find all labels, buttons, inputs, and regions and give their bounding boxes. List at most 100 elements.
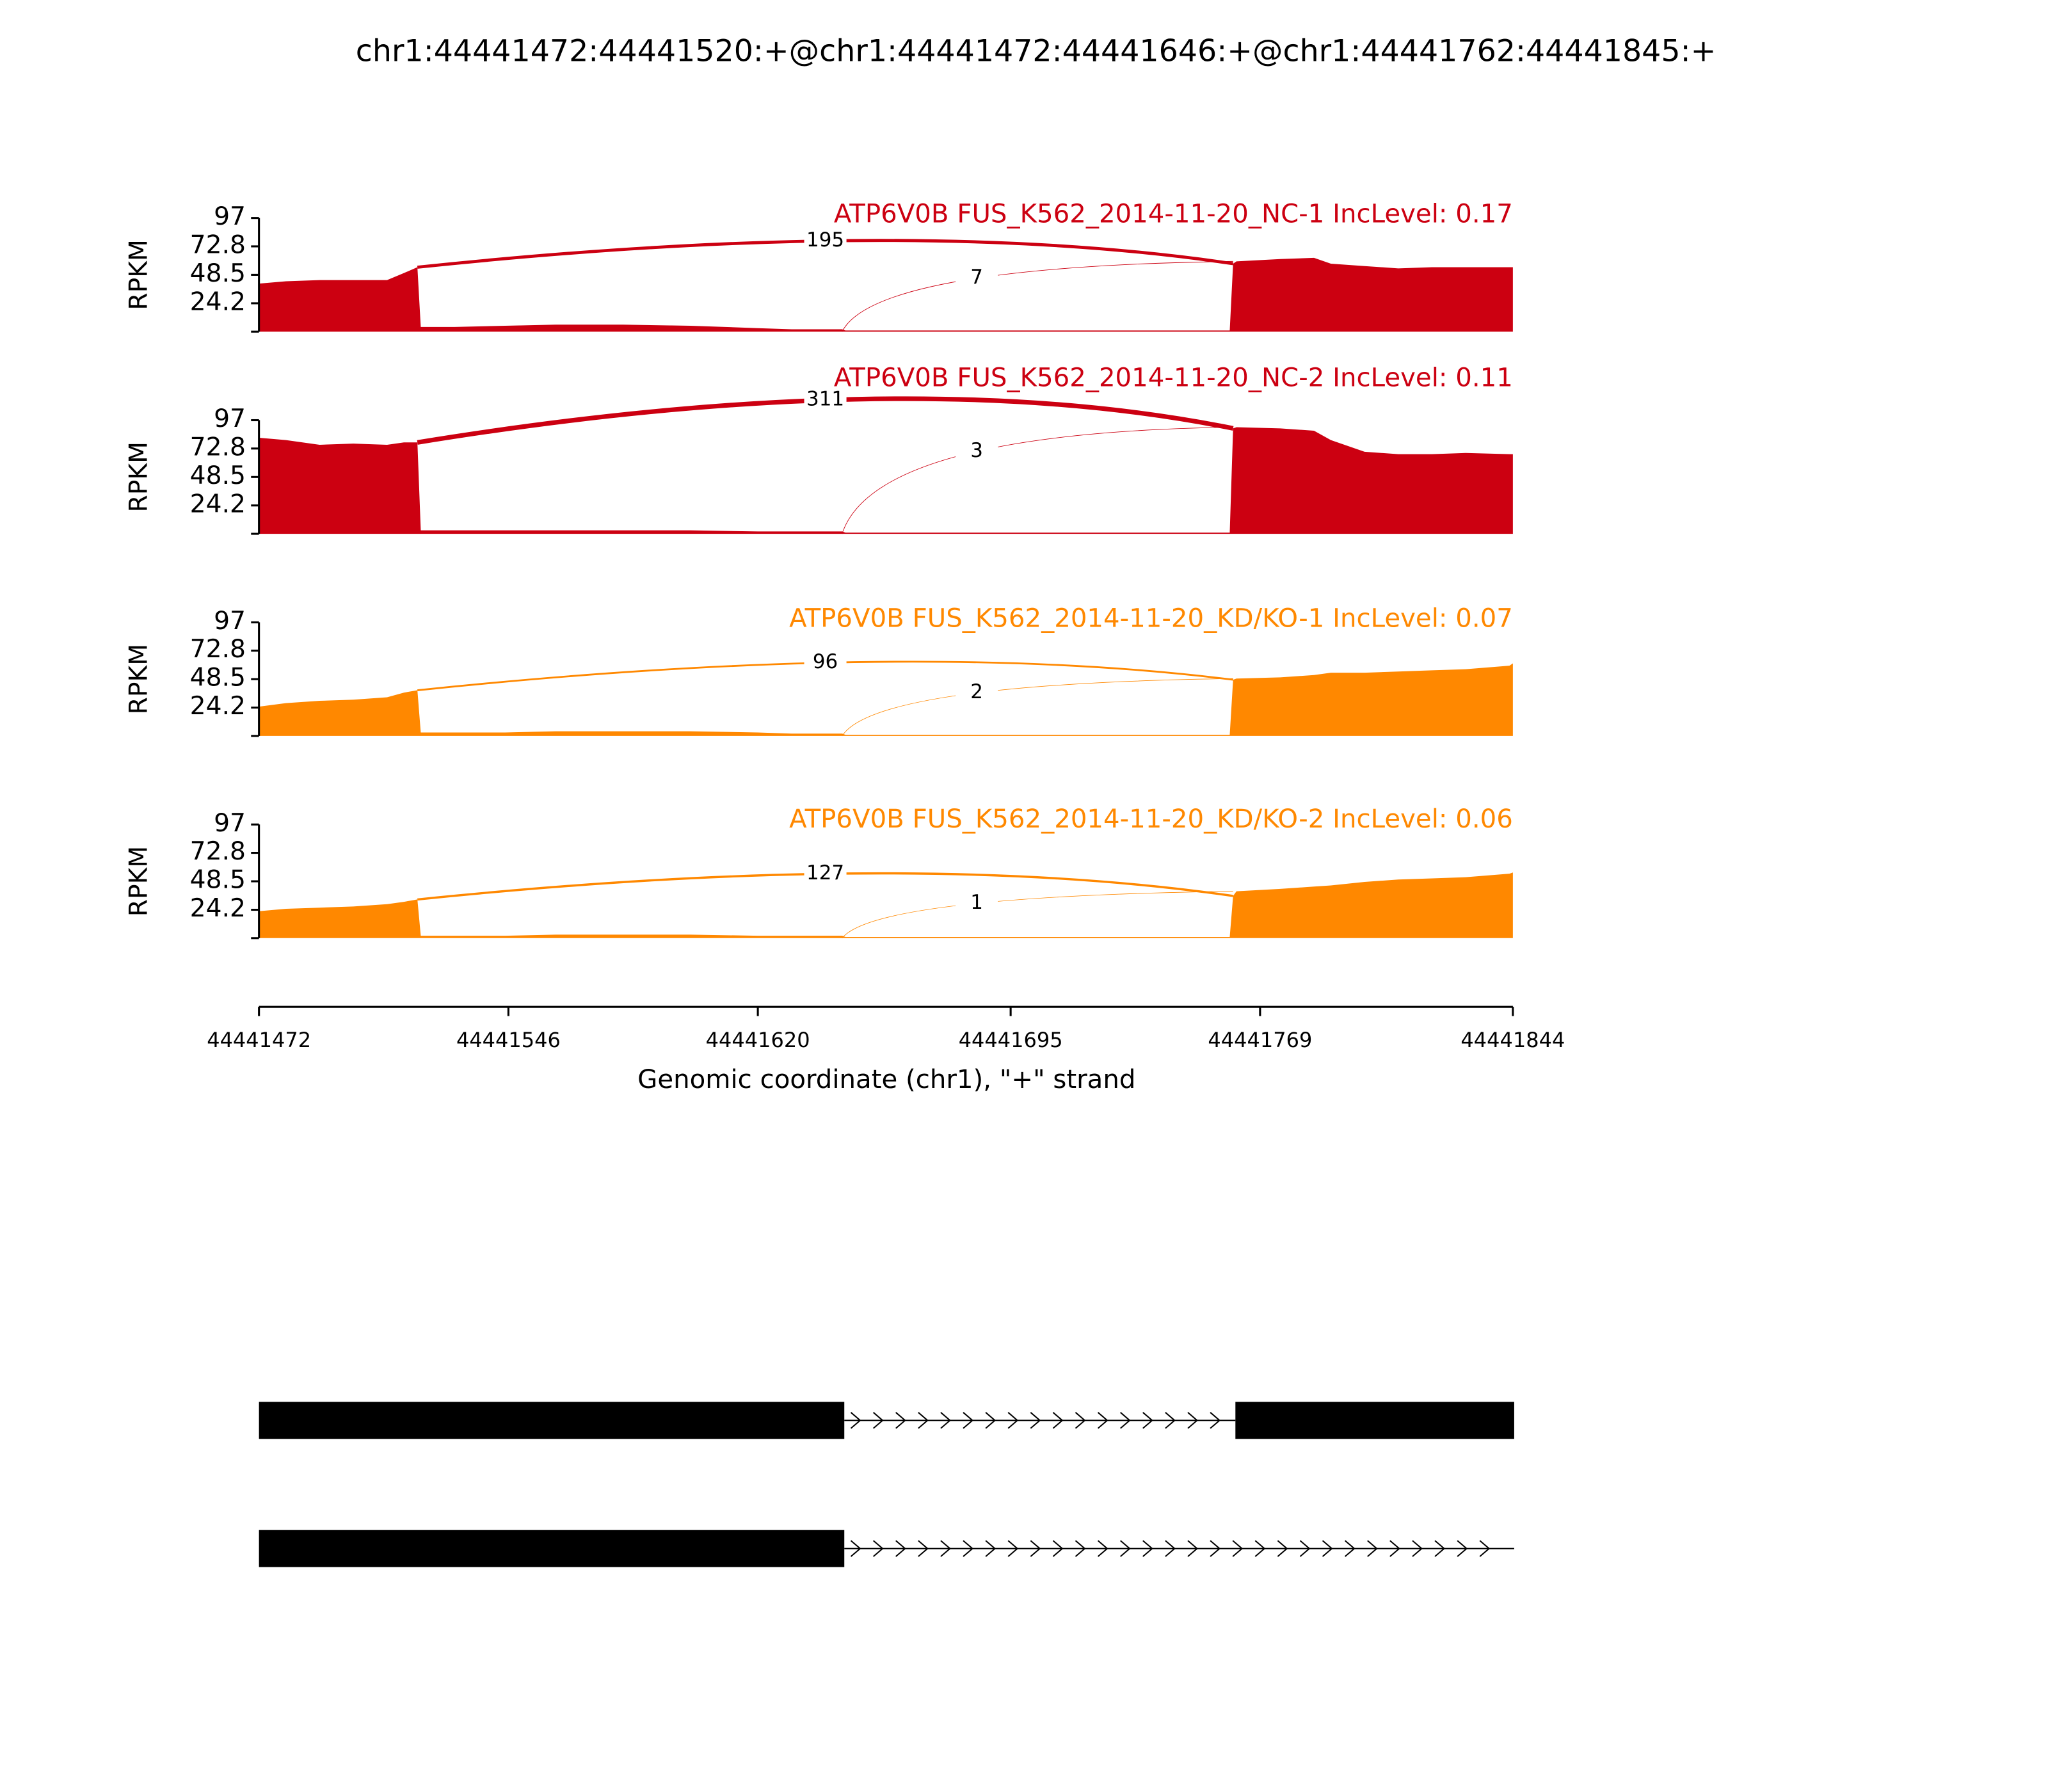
- junction-arc: [417, 872, 1233, 901]
- y-tick-label: 48.5: [190, 259, 246, 288]
- intron-arrow: [1007, 1412, 1019, 1429]
- intron-arrow: [918, 1540, 929, 1557]
- x-tick-label: 44441620: [706, 1028, 810, 1052]
- y-tick-label: 72.8: [190, 230, 246, 259]
- panel-title: ATP6V0B FUS_K562_2014-11-20_KD/KO-1 IncL…: [789, 604, 1513, 633]
- intron-arrow: [850, 1412, 861, 1429]
- y-tick-label: 72.8: [190, 837, 246, 866]
- y-tick-label: 24.2: [190, 490, 246, 518]
- intron-arrow: [1434, 1540, 1446, 1557]
- y-tick-label: 24.2: [190, 287, 246, 316]
- y-tick-label: 72.8: [190, 433, 246, 461]
- coverage-area: [259, 257, 1513, 332]
- y-tick-label: 97: [214, 607, 246, 636]
- intron-arrow: [872, 1540, 884, 1557]
- x-tick-label: 44441695: [959, 1028, 1063, 1052]
- y-tick-label: 48.5: [190, 461, 246, 490]
- intron-arrow: [1345, 1540, 1356, 1557]
- intron-arrow: [1232, 1540, 1244, 1557]
- y-tick-label: 48.5: [190, 664, 246, 692]
- intron-arrow: [1030, 1540, 1041, 1557]
- intron-arrow: [1187, 1540, 1199, 1557]
- intron-arrow: [1052, 1412, 1064, 1429]
- intron-arrow: [1120, 1412, 1131, 1429]
- y-tick-label: 72.8: [190, 635, 246, 664]
- intron-arrow: [850, 1540, 861, 1557]
- junction-count: 96: [813, 650, 838, 673]
- intron-arrow: [1165, 1412, 1176, 1429]
- junction-arc: [417, 239, 1234, 269]
- coverage-area: [259, 663, 1513, 736]
- intron-arrow: [895, 1412, 906, 1429]
- junction-count: 2: [970, 680, 983, 703]
- intron-arrow: [1254, 1540, 1266, 1557]
- exon: [259, 1402, 845, 1439]
- intron-arrow: [985, 1540, 996, 1557]
- intron-arrow: [1457, 1540, 1468, 1557]
- y-axis-label: RPKM: [124, 239, 153, 310]
- intron-arrow: [1075, 1412, 1086, 1429]
- intron-arrow: [1030, 1412, 1041, 1429]
- intron-arrow: [1142, 1412, 1153, 1429]
- intron-arrow: [940, 1412, 951, 1429]
- y-axis-label: RPKM: [124, 442, 153, 512]
- intron-arrow: [1367, 1540, 1378, 1557]
- intron-arrow: [1210, 1540, 1221, 1557]
- y-tick-label: 48.5: [190, 866, 246, 895]
- exon: [259, 1530, 845, 1567]
- figure-title: chr1:44441472:44441520:+@chr1:44441472:4…: [356, 34, 1716, 69]
- coverage-area: [259, 427, 1513, 534]
- x-tick-label: 44441769: [1208, 1028, 1312, 1052]
- intron-arrow: [963, 1412, 974, 1429]
- panel-title: ATP6V0B FUS_K562_2014-11-20_KD/KO-2 IncL…: [789, 804, 1513, 834]
- intron-arrow: [1322, 1540, 1333, 1557]
- junction-count: 311: [806, 388, 844, 411]
- intron-arrow: [1479, 1540, 1491, 1557]
- junction-arc: [417, 660, 1233, 691]
- y-tick-label: 24.2: [190, 894, 246, 923]
- intron-arrow: [1187, 1412, 1199, 1429]
- junction-arc: [417, 396, 1234, 445]
- intron-arrow: [1210, 1412, 1221, 1429]
- coverage-area: [259, 872, 1513, 938]
- intron-arrow: [940, 1540, 951, 1557]
- intron-arrow: [1412, 1540, 1423, 1557]
- junction-count: 127: [806, 861, 844, 884]
- x-axis-label: Genomic coordinate (chr1), "+" strand: [637, 1065, 1135, 1094]
- intron-arrow: [1075, 1540, 1086, 1557]
- intron-arrow: [1299, 1540, 1311, 1557]
- x-tick-label: 44441472: [207, 1028, 311, 1052]
- junction-count: 1: [970, 891, 983, 914]
- intron-arrow: [1165, 1540, 1176, 1557]
- intron-arrow: [1142, 1540, 1153, 1557]
- junction-label-box: [956, 891, 998, 916]
- junction-label-box: [804, 861, 847, 886]
- junction-label-box: [956, 439, 998, 463]
- intron-arrow: [1120, 1540, 1131, 1557]
- intron-arrow: [985, 1412, 996, 1429]
- intron-arrow: [1097, 1540, 1108, 1557]
- gene-model: [259, 1402, 1514, 1567]
- junction-label-box: [956, 266, 998, 291]
- intron-arrow: [1277, 1540, 1288, 1557]
- y-tick-label: 97: [214, 202, 246, 231]
- y-tick-label: 97: [214, 404, 246, 433]
- exon: [1235, 1402, 1514, 1439]
- panel-title: ATP6V0B FUS_K562_2014-11-20_NC-1 IncLeve…: [834, 200, 1513, 229]
- intron-arrow: [1097, 1412, 1108, 1429]
- intron-arrow: [1007, 1540, 1019, 1557]
- y-tick-label: 97: [214, 809, 246, 838]
- intron-arrow: [1389, 1540, 1400, 1557]
- junction-label-box: [956, 680, 998, 705]
- x-tick-label: 44441844: [1460, 1028, 1565, 1052]
- junction-label-box: [804, 650, 847, 675]
- junction-count: 195: [806, 228, 844, 252]
- intron-arrow: [963, 1540, 974, 1557]
- y-axis-label: RPKM: [124, 846, 153, 916]
- junction-count: 7: [970, 266, 983, 289]
- junction-label-box: [804, 388, 847, 412]
- intron-arrow: [872, 1412, 884, 1429]
- intron-arrow: [918, 1412, 929, 1429]
